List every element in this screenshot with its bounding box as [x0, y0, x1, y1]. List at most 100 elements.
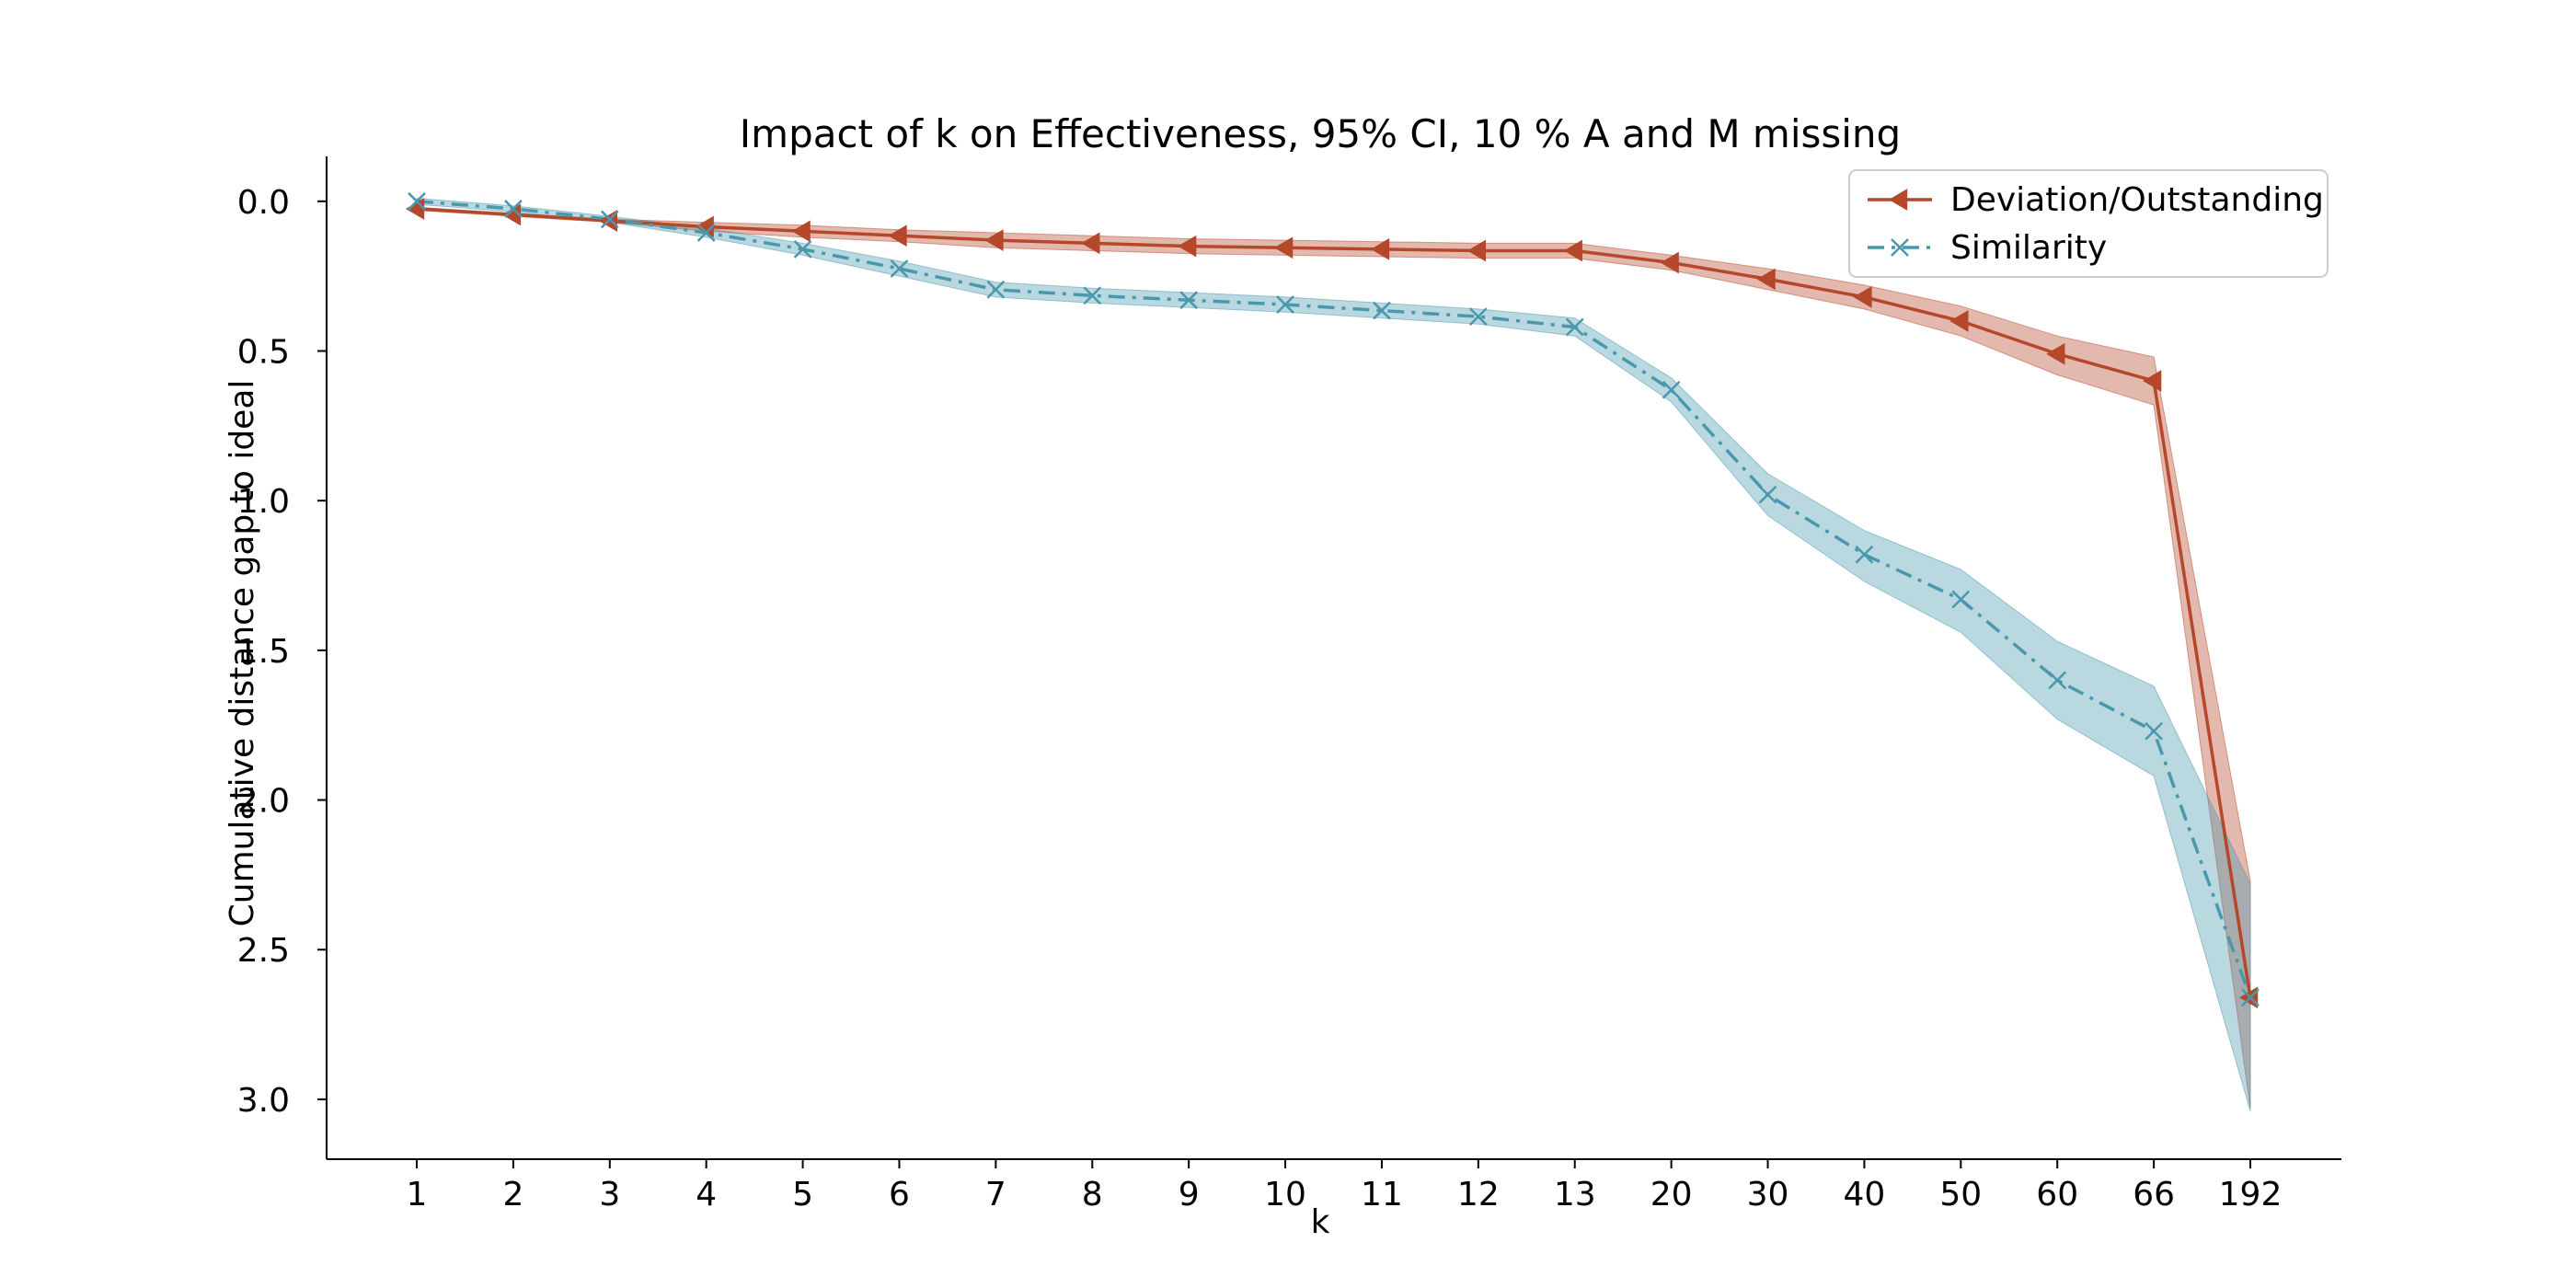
x-tick-label: 20	[1650, 1176, 1693, 1213]
data-point-similarity	[1565, 317, 1584, 337]
x-tick-label: 60	[2036, 1176, 2078, 1213]
data-point-deviation	[1756, 268, 1776, 291]
legend: Deviation/Outstanding Similarity	[1848, 169, 2329, 278]
legend-label-similarity: Similarity	[1950, 229, 2107, 267]
x-tick-label: 192	[2219, 1176, 2283, 1213]
data-point-similarity	[2241, 988, 2260, 1007]
x-marker-stroke	[1662, 380, 1681, 399]
data-point-deviation	[1949, 310, 1969, 332]
data-point-similarity	[793, 239, 812, 259]
series-line-deviation	[416, 207, 2252, 998]
data-point-similarity	[1855, 545, 1874, 564]
x-tick-label: 40	[1844, 1176, 1886, 1213]
data-point-deviation	[1853, 286, 1872, 308]
series-markers	[406, 191, 2260, 1009]
legend-marker-deviation	[1889, 189, 1908, 211]
x-marker-stroke	[1373, 301, 1391, 320]
y-tick-label: 2.5	[237, 932, 290, 970]
series-line-similarity	[416, 200, 2252, 998]
data-point-deviation	[2046, 342, 2065, 365]
data-point-deviation	[1274, 236, 1294, 259]
data-point-similarity	[696, 224, 716, 242]
x-marker-stroke	[1276, 295, 1294, 314]
data-point-similarity	[408, 191, 426, 211]
legend-box	[1848, 169, 2329, 278]
x-tick-label: 13	[1554, 1176, 1596, 1213]
data-point-deviation	[1660, 251, 1679, 274]
x-marker-stroke	[504, 200, 523, 218]
x-tick-label: 10	[1264, 1176, 1306, 1213]
legend-marker-similarity	[1891, 238, 1909, 257]
data-point-similarity	[1951, 590, 1971, 609]
axes: 1 2 3 4 5 6 7 8 9 10 11 12 13 20 30 40 50 60 66 1920.00.51.…	[237, 156, 2341, 1213]
x-tick-label: 2	[502, 1176, 523, 1213]
data-point-similarity	[1758, 485, 1777, 504]
legend-label-deviation: Deviation/Outstanding	[1950, 181, 2324, 219]
x-marker-stroke	[1951, 590, 1971, 609]
y-tick-label: 3.0	[237, 1082, 290, 1120]
x-marker-stroke	[1758, 485, 1777, 504]
x-tick-label: 9	[1179, 1176, 1200, 1213]
data-point-deviation	[1466, 239, 1487, 262]
x-marker-stroke	[986, 280, 1006, 299]
data-point-deviation	[1563, 239, 1582, 262]
y-axis-title: Cumulative distance gap to ideal	[224, 380, 261, 927]
data-point-similarity	[890, 259, 909, 278]
x-tick-label: 50	[1939, 1176, 1982, 1213]
data-point-deviation	[1081, 232, 1100, 255]
x-tick-label: 30	[1747, 1176, 1789, 1213]
x-marker-stroke	[1179, 291, 1199, 310]
x-marker-stroke	[1083, 286, 1102, 305]
x-tick-label: 5	[792, 1176, 813, 1213]
confidence-bands	[416, 198, 2251, 1112]
data-point-similarity	[1083, 286, 1102, 305]
x-marker-stroke	[2241, 988, 2260, 1007]
y-tick-label: 0.5	[237, 333, 290, 371]
x-marker-stroke	[2048, 671, 2067, 690]
y-tick-label: 2.0	[237, 783, 290, 821]
x-axis-title: k	[1311, 1203, 1330, 1241]
data-point-similarity	[1468, 307, 1488, 326]
x-tick-label: 3	[599, 1176, 620, 1213]
x-tick-label: 11	[1361, 1176, 1403, 1213]
x-marker-stroke	[696, 224, 716, 242]
data-point-similarity	[1179, 291, 1199, 310]
data-point-deviation	[791, 220, 811, 243]
data-point-similarity	[504, 200, 523, 218]
chart-title: Impact of k on Effectiveness, 95% CI, 10…	[740, 111, 1901, 156]
x-marker-stroke	[1565, 317, 1584, 337]
ci-band-similarity	[416, 198, 2251, 1112]
data-point-similarity	[600, 210, 619, 229]
data-point-deviation	[984, 229, 1004, 251]
data-point-similarity	[2048, 671, 2067, 690]
data-point-deviation	[2143, 370, 2162, 392]
x-tick-label: 12	[1457, 1176, 1500, 1213]
x-tick-label: 7	[985, 1176, 1006, 1213]
x-marker-stroke	[408, 191, 426, 211]
x-tick-label: 1	[407, 1176, 428, 1213]
x-marker-stroke	[600, 210, 619, 229]
data-point-similarity	[2145, 721, 2163, 741]
x-tick-label: 8	[1082, 1176, 1103, 1213]
y-tick-label: 1.5	[237, 633, 290, 671]
x-tick-label: 6	[889, 1176, 910, 1213]
data-point-similarity	[1662, 380, 1681, 399]
ci-band-deviation	[416, 206, 2251, 1109]
x-tick-label: 66	[2133, 1176, 2175, 1213]
x-marker-stroke	[2145, 721, 2163, 741]
x-tick-label: 4	[696, 1176, 717, 1213]
data-point-deviation	[888, 224, 907, 247]
data-point-similarity	[1373, 301, 1391, 320]
y-tick-label: 0.0	[237, 184, 290, 222]
x-marker-stroke	[1891, 238, 1909, 257]
x-marker-stroke	[793, 239, 812, 259]
data-point-similarity	[1276, 295, 1294, 314]
data-point-deviation	[1178, 235, 1197, 258]
data-point-deviation	[1370, 237, 1390, 260]
x-marker-stroke	[890, 259, 909, 278]
x-marker-stroke	[1468, 307, 1488, 326]
x-marker-stroke	[1855, 545, 1874, 564]
y-tick-label: 1.0	[237, 483, 290, 521]
